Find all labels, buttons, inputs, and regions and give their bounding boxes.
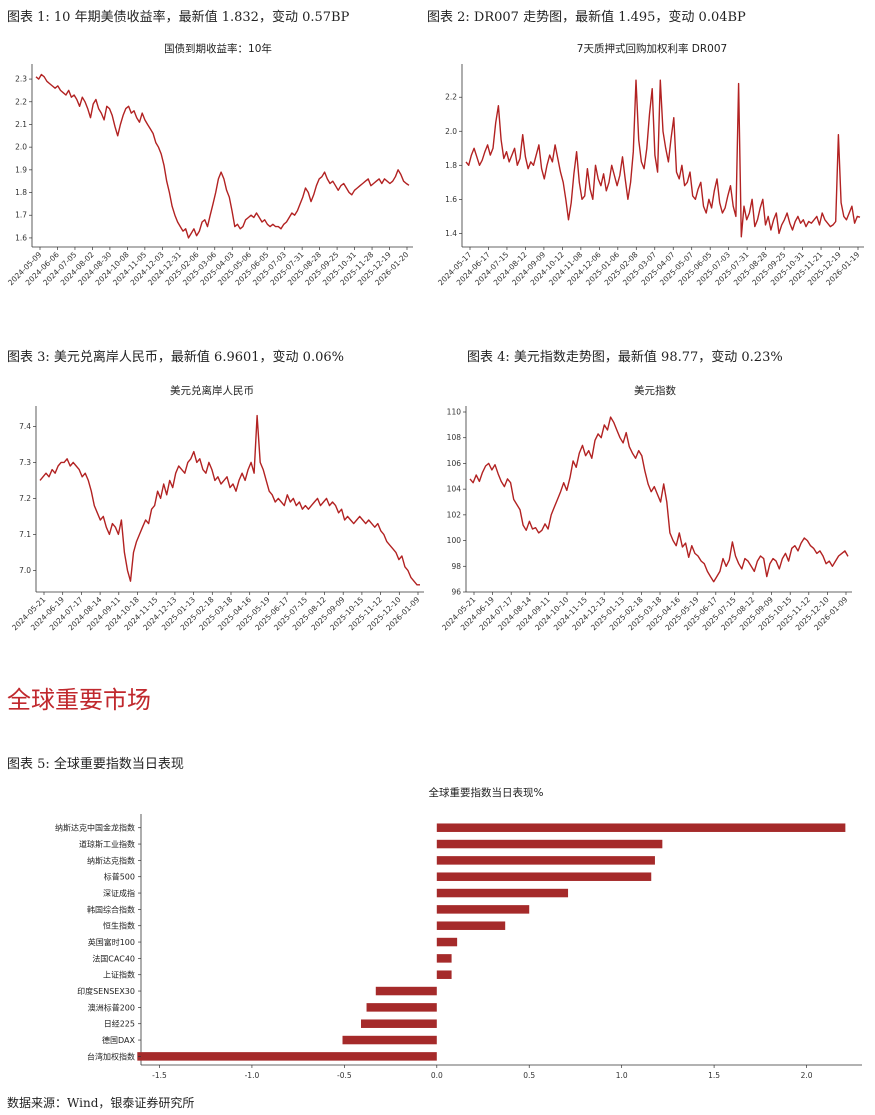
figure-5-caption: 图表 5: 全球重要指数当日表现 bbox=[7, 757, 184, 772]
bar bbox=[342, 1035, 437, 1045]
category-label: 日经225 bbox=[104, 1019, 135, 1029]
category-label: 台湾加权指数 bbox=[87, 1051, 135, 1061]
y-tick-label: 110 bbox=[447, 408, 462, 417]
category-label: 印度SENSEX30 bbox=[77, 986, 135, 996]
chart-usd-cnh: 美元兑离岸人民币7.07.17.27.37.42024-05-212024-06… bbox=[10, 384, 424, 632]
bar bbox=[436, 888, 569, 898]
chart-dr007: 7天质押式回购加权利率 DR0071.41.61.82.02.22024-05-… bbox=[436, 42, 864, 287]
x-tick-label: 0.5 bbox=[523, 1071, 535, 1080]
figure-3-caption: 图表 3: 美元兑离岸人民币，最新值 6.9601，变动 0.06% bbox=[7, 350, 344, 365]
figure-1-caption: 图表 1: 10 年期美债收益率，最新值 1.832，变动 0.57BP bbox=[7, 10, 350, 25]
chart-title: 7天质押式回购加权利率 DR007 bbox=[577, 42, 727, 55]
category-label: 法国CAC40 bbox=[92, 953, 135, 963]
chart-title: 美元指数 bbox=[634, 384, 676, 397]
y-tick-label: 2.0 bbox=[445, 127, 457, 136]
x-tick-label: 2.0 bbox=[801, 1071, 813, 1080]
y-tick-label: 104 bbox=[447, 485, 462, 494]
bar bbox=[436, 823, 846, 832]
series-line bbox=[39, 414, 420, 586]
series-line bbox=[465, 79, 861, 238]
chart-title: 国债到期收益率：10年 bbox=[164, 42, 272, 55]
y-tick-label: 100 bbox=[447, 536, 462, 545]
bar bbox=[436, 839, 663, 849]
y-tick-label: 1.6 bbox=[445, 195, 457, 204]
y-tick-label: 2.2 bbox=[445, 93, 457, 102]
bar bbox=[137, 1052, 437, 1061]
figure-4-caption: 图表 4: 美元指数走势图，最新值 98.77，变动 0.23% bbox=[467, 350, 783, 365]
category-label: 上证指数 bbox=[103, 970, 135, 980]
chart-title: 全球重要指数当日表现% bbox=[429, 786, 544, 799]
y-tick-label: 108 bbox=[447, 433, 462, 442]
category-label: 纳斯达克指数 bbox=[87, 855, 135, 865]
y-tick-label: 7.3 bbox=[19, 458, 31, 467]
x-tick-label: 0.0 bbox=[431, 1071, 443, 1080]
y-tick-label: 2.0 bbox=[15, 143, 27, 152]
bar bbox=[436, 872, 652, 881]
y-tick-label: 1.8 bbox=[445, 161, 457, 170]
section-title-global-markets: 全球重要市场 bbox=[7, 686, 151, 714]
bar bbox=[436, 921, 506, 930]
bar bbox=[366, 1003, 437, 1012]
category-label: 韩国综合指数 bbox=[87, 904, 135, 914]
category-label: 纳斯达克中国金龙指数 bbox=[55, 823, 135, 833]
y-tick-label: 1.7 bbox=[15, 211, 27, 220]
y-tick-label: 2.1 bbox=[15, 120, 27, 129]
bar bbox=[436, 970, 452, 979]
x-tick-label: -1.0 bbox=[245, 1071, 260, 1080]
y-tick-label: 1.4 bbox=[445, 229, 457, 238]
y-tick-label: 7.2 bbox=[19, 494, 31, 503]
x-tick-label: 1.5 bbox=[708, 1071, 720, 1080]
x-tick-label: -0.5 bbox=[337, 1071, 352, 1080]
bar bbox=[436, 954, 452, 963]
figure-2-caption: 图表 2: DR007 走势图，最新值 1.495，变动 0.04BP bbox=[427, 10, 746, 25]
category-label: 深证成指 bbox=[103, 888, 135, 898]
y-tick-label: 2.3 bbox=[15, 75, 27, 84]
y-tick-label: 7.1 bbox=[19, 530, 31, 539]
bar bbox=[375, 986, 437, 996]
bar bbox=[436, 937, 458, 947]
data-source-note: 数据来源：Wind，银泰证券研究所 bbox=[7, 1096, 195, 1110]
chart-us-treasury-10y: 国债到期收益率：10年1.61.71.81.92.02.12.22.32024-… bbox=[6, 42, 413, 287]
category-label: 道琼斯工业指数 bbox=[79, 839, 135, 849]
y-tick-label: 1.8 bbox=[15, 188, 27, 197]
category-label: 德国DAX bbox=[102, 1035, 135, 1045]
category-label: 澳洲标普200 bbox=[88, 1002, 135, 1012]
bar bbox=[436, 856, 655, 865]
bar bbox=[360, 1019, 437, 1028]
category-label: 恒生指数 bbox=[103, 921, 135, 931]
y-tick-label: 106 bbox=[447, 459, 462, 468]
x-tick-label: 1.0 bbox=[616, 1071, 628, 1080]
y-tick-label: 2.2 bbox=[15, 97, 27, 106]
y-tick-label: 1.9 bbox=[15, 165, 27, 174]
category-label: 英国富时100 bbox=[88, 937, 135, 947]
bar bbox=[436, 905, 530, 914]
y-tick-label: 102 bbox=[447, 510, 462, 519]
y-tick-label: 98 bbox=[451, 562, 461, 571]
series-line bbox=[469, 416, 849, 583]
x-tick-label: -1.5 bbox=[152, 1071, 167, 1080]
y-tick-label: 7.0 bbox=[19, 566, 31, 575]
series-line bbox=[35, 73, 410, 239]
chart-dollar-index: 美元指数96981001021041061081102024-05-212024… bbox=[440, 384, 852, 632]
category-label: 标普500 bbox=[104, 872, 135, 882]
y-tick-label: 7.4 bbox=[19, 422, 31, 431]
chart-title: 美元兑离岸人民币 bbox=[170, 384, 254, 397]
y-tick-label: 1.6 bbox=[15, 233, 27, 242]
y-tick-label: 96 bbox=[451, 588, 461, 597]
